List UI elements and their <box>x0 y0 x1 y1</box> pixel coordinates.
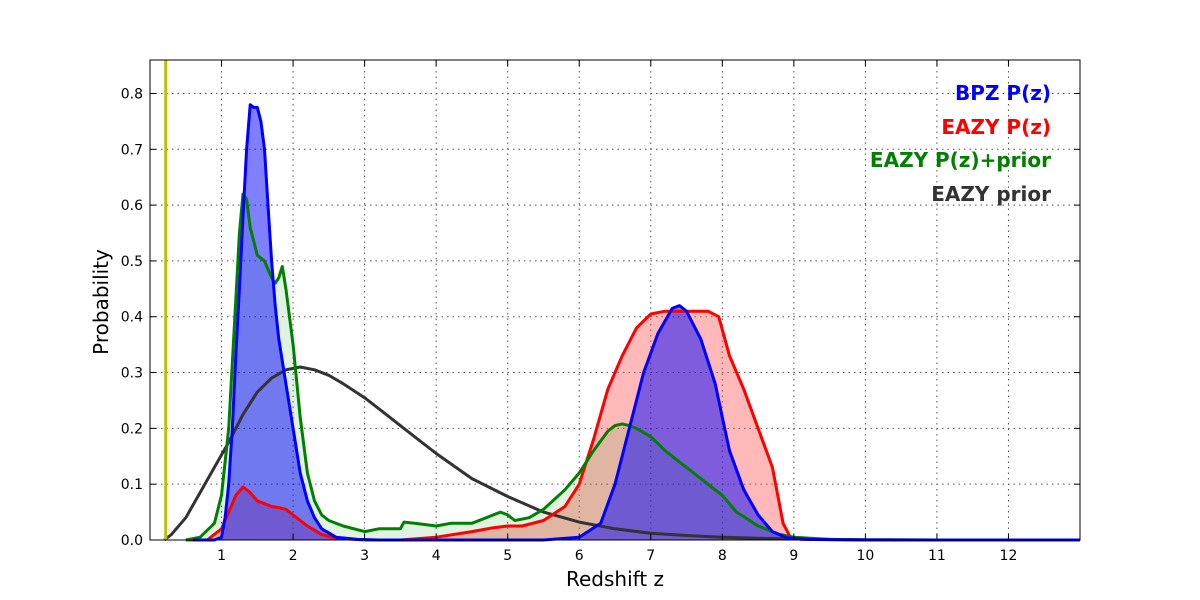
x-tick-label: 4 <box>432 548 441 564</box>
eazy-p-z-prior-line <box>185 192 1080 542</box>
y-tick-label: 0.4 <box>121 310 143 326</box>
legend-bpz-pz: BPZ P(z) <box>955 81 1051 105</box>
bpz-p-z-fill <box>192 104 1080 540</box>
x-tick-label: 3 <box>360 548 369 564</box>
x-tick-label: 8 <box>718 548 727 564</box>
legend-eazy-pz-prior: EAZY P(z)+prior <box>870 148 1051 172</box>
bpz-p-z-line <box>192 103 1080 542</box>
axis-ticks: 1 2 3 4 5 6 7 8 9 10 11 120.00.10.20.30.40.50.60.70… <box>121 60 1080 564</box>
x-axis-title: Redshift z <box>566 567 664 591</box>
x-tick-label: 7 <box>646 548 655 564</box>
y-tick-label: 0.6 <box>121 198 143 214</box>
x-tick-label: 12 <box>1000 548 1018 564</box>
plot-frame <box>149 59 1081 541</box>
legend: BPZ P(z) EAZY P(z) EAZY P(z)+prior EAZY … <box>870 81 1051 206</box>
x-tick-label: 1 <box>217 548 226 564</box>
y-tick-label: 0.0 <box>121 533 143 549</box>
legend-eazy-pz: EAZY P(z) <box>941 115 1051 139</box>
y-tick-label: 0.2 <box>121 421 143 437</box>
x-tick-label: 2 <box>289 548 298 564</box>
series-lines <box>163 103 1080 542</box>
x-tick-label: 10 <box>856 548 874 564</box>
y-axis-title: Probability <box>89 249 113 355</box>
x-tick-label: 6 <box>575 548 584 564</box>
x-tick-label: 11 <box>928 548 946 564</box>
x-tick-label: 5 <box>503 548 512 564</box>
legend-eazy-prior: EAZY prior <box>931 182 1051 206</box>
y-tick-label: 0.7 <box>121 142 143 158</box>
x-tick-label: 9 <box>789 548 798 564</box>
y-tick-label: 0.3 <box>121 366 143 382</box>
y-tick-label: 0.8 <box>121 86 143 102</box>
y-tick-label: 0.1 <box>121 477 143 493</box>
eazy-p-z-line <box>185 309 1080 542</box>
y-tick-label: 0.5 <box>121 254 143 270</box>
